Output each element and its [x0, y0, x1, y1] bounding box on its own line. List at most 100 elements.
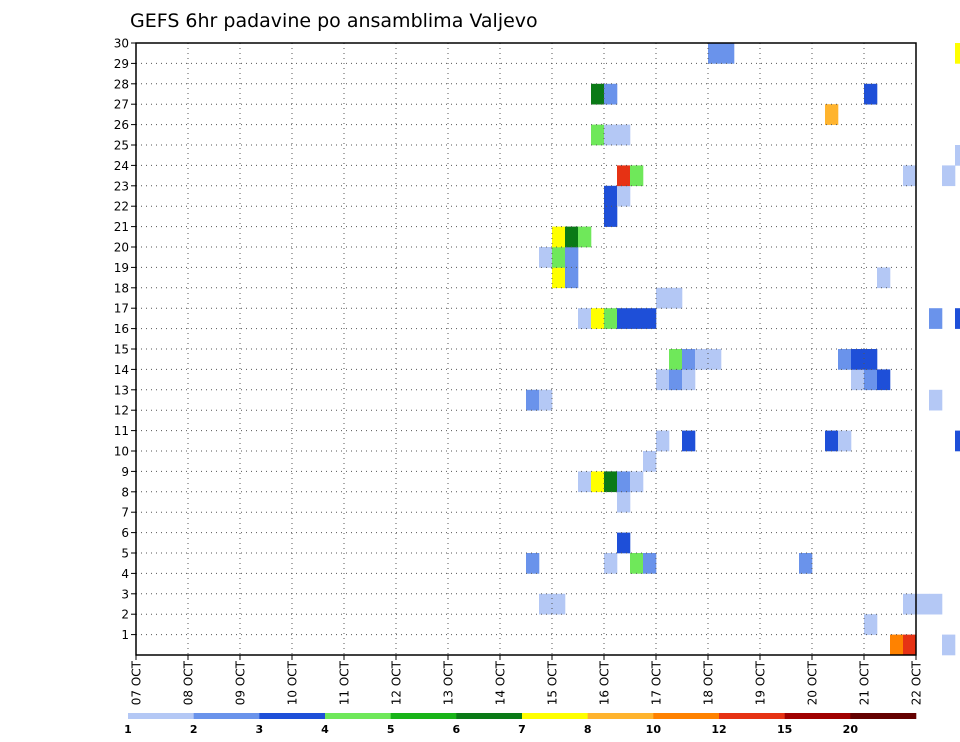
x-tick-label: 22 OCT: [910, 660, 924, 705]
colorbar-swatch: [522, 713, 588, 719]
cell-14: [604, 553, 618, 574]
colorbar-label: 1: [124, 723, 132, 736]
cell-36: [929, 389, 943, 411]
y-tick-label: 15: [114, 343, 129, 357]
y-tick-label: 8: [121, 485, 129, 499]
cell-93: [825, 104, 839, 125]
cell-76: [565, 247, 579, 268]
cell-20: [617, 491, 631, 513]
cell-7: [539, 593, 553, 615]
cell-99: [708, 43, 722, 64]
y-tick-label: 2: [121, 608, 129, 622]
colorbar-label: 6: [453, 723, 461, 736]
y-tick-label: 12: [114, 404, 129, 418]
y-tick-label: 27: [114, 98, 129, 112]
cell-11: [929, 593, 943, 615]
cell-87: [942, 165, 956, 187]
cell-100: [721, 43, 735, 64]
cell-96: [864, 83, 878, 105]
cell-101: [955, 43, 960, 64]
cell-27: [656, 430, 670, 452]
cell-15: [630, 553, 644, 574]
y-tick-label: 18: [114, 281, 129, 295]
colorbar-label: 7: [518, 723, 526, 736]
cell-0: [890, 634, 904, 656]
colorbar-label: 20: [843, 723, 859, 736]
y-tick-label: 23: [114, 179, 129, 193]
y-tick-label: 1: [121, 628, 129, 642]
y-axis-ticks: 1234567891011121314151617181920212223242…: [114, 37, 136, 642]
cell-85: [630, 165, 644, 187]
colorbar-swatch: [456, 713, 523, 719]
cell-29: [825, 430, 839, 452]
cell-60: [643, 308, 657, 329]
cell-18: [617, 532, 631, 554]
cell-42: [864, 369, 878, 391]
cell-79: [578, 226, 592, 248]
cell-82: [604, 185, 618, 207]
y-tick-label: 20: [114, 241, 129, 255]
colorbar-label: 5: [387, 723, 395, 736]
x-tick-label: 18 OCT: [702, 660, 716, 705]
cell-24: [617, 471, 631, 493]
x-tick-label: 10 OCT: [286, 660, 300, 705]
cell-4: [864, 614, 878, 635]
colorbar-swatch: [128, 713, 194, 719]
y-tick-label: 7: [121, 506, 129, 520]
cell-84: [617, 165, 631, 187]
x-tick-label: 20 OCT: [806, 660, 820, 705]
x-tick-label: 15 OCT: [546, 660, 560, 705]
y-tick-label: 4: [121, 567, 129, 581]
cell-16: [643, 553, 657, 574]
x-tick-label: 19 OCT: [754, 660, 768, 705]
x-tick-label: 17 OCT: [650, 660, 664, 705]
cell-62: [955, 308, 960, 329]
cell-43: [877, 369, 891, 391]
cell-41: [851, 369, 865, 391]
y-tick-label: 25: [114, 139, 129, 153]
x-tick-label: 09 OCT: [234, 660, 248, 705]
x-axis-ticks: 07 OCT 08 OCT 09 OCT 10 OCT 11 OCT 12 OCT 13 O…: [130, 655, 924, 705]
cell-9: [903, 593, 917, 615]
cell-10: [916, 593, 930, 615]
cell-35: [539, 389, 553, 411]
y-tick-label: 11: [114, 424, 129, 438]
y-tick-label: 22: [114, 200, 129, 214]
y-tick-label: 6: [121, 526, 129, 540]
y-tick-label: 5: [121, 547, 129, 561]
y-tick-label: 28: [114, 77, 129, 91]
cell-78: [565, 226, 579, 248]
y-tick-label: 26: [114, 118, 129, 132]
colorbar-swatch: [784, 713, 851, 719]
cell-44: [669, 349, 683, 370]
cell-1: [903, 634, 917, 656]
cell-90: [591, 124, 605, 146]
cell-69: [669, 287, 683, 309]
cell-17: [799, 553, 813, 574]
colorbar-swatch: [193, 713, 260, 719]
cell-83: [617, 185, 631, 207]
cell-89: [955, 145, 960, 166]
x-tick-label: 11 OCT: [338, 660, 352, 705]
cell-57: [604, 308, 618, 329]
cell-34: [526, 389, 540, 411]
chart-title: GEFS 6hr padavine po ansamblima Valjevo: [130, 10, 538, 32]
grid-layer: [136, 43, 916, 655]
cell-25: [630, 471, 644, 493]
x-tick-label: 16 OCT: [598, 660, 612, 705]
cells-layer: [526, 43, 960, 656]
plot-frame: [135, 42, 917, 656]
cell-31: [955, 430, 960, 452]
cell-38: [656, 369, 670, 391]
cell-40: [682, 369, 696, 391]
colorbar-label: 8: [584, 723, 592, 736]
x-tick-label: 21 OCT: [858, 660, 872, 705]
cell-59: [630, 308, 644, 329]
y-tick-label: 30: [114, 37, 129, 51]
y-tick-label: 29: [114, 57, 129, 71]
cell-50: [864, 349, 878, 370]
cell-77: [552, 226, 566, 248]
cell-91: [604, 124, 618, 146]
cell-49: [851, 349, 865, 370]
